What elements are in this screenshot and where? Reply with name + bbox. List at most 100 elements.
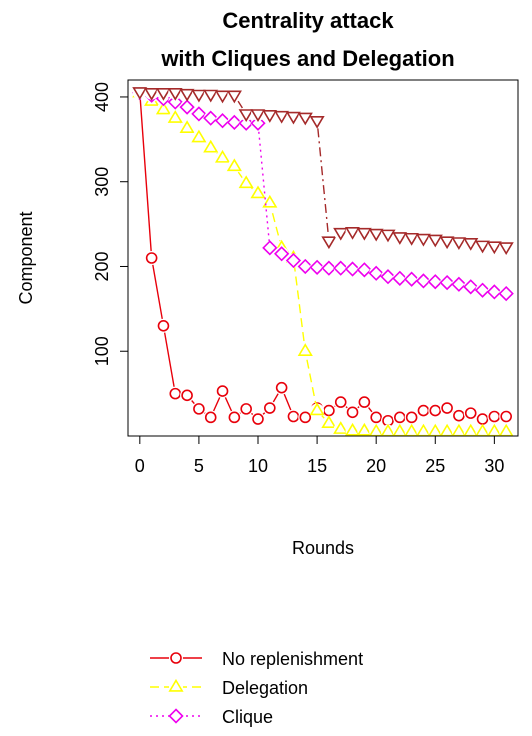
marker-mask <box>499 286 514 301</box>
marker-mask <box>227 88 242 103</box>
legend-label: Delegation <box>222 678 308 698</box>
data-point <box>500 410 512 423</box>
legend-marker <box>168 708 184 724</box>
x-tick-label: 10 <box>248 456 268 476</box>
data-point <box>344 227 361 240</box>
marker-mask <box>451 277 466 292</box>
marker-mask <box>333 422 348 437</box>
data-point <box>427 274 443 290</box>
data-point <box>429 404 442 417</box>
data-point <box>285 252 302 269</box>
legend-marker <box>168 678 184 692</box>
data-point <box>344 261 361 277</box>
data-point <box>226 114 242 131</box>
data-point <box>405 411 418 424</box>
marker-mask <box>203 140 218 155</box>
data-point <box>370 411 382 424</box>
legend: No replenishmentDelegationCliqueClique +… <box>150 649 363 727</box>
data-point <box>498 285 514 302</box>
series-line <box>139 92 507 433</box>
data-point <box>486 284 502 300</box>
data-point <box>344 422 361 436</box>
marker-mask <box>357 262 372 277</box>
y-tick-label: 200 <box>92 251 112 281</box>
data-point <box>216 385 229 397</box>
data-point <box>179 88 195 102</box>
data-point <box>368 265 384 281</box>
data-point <box>356 227 372 241</box>
data-point <box>368 228 384 242</box>
x-tick-label: 15 <box>307 456 327 476</box>
marker-mask <box>440 275 455 290</box>
data-point <box>297 343 313 356</box>
marker-mask <box>487 284 502 299</box>
x-axis-label: Rounds <box>292 538 354 558</box>
data-point <box>404 232 420 246</box>
chart-title-line-2: with Cliques and Delegation <box>160 46 454 71</box>
data-point <box>250 115 266 131</box>
marker-mask <box>404 272 419 287</box>
marker-mask <box>215 113 230 128</box>
data-point <box>238 115 254 131</box>
marker-mask <box>463 279 478 294</box>
data-point <box>214 113 231 129</box>
data-point <box>179 99 195 115</box>
series-3 <box>132 85 514 302</box>
data-point <box>238 175 254 189</box>
data-point <box>252 413 264 425</box>
x-tick-label: 25 <box>425 456 445 476</box>
data-point <box>309 115 325 129</box>
data-point <box>380 229 396 243</box>
marker-mask <box>310 403 325 418</box>
data-point <box>463 238 479 251</box>
marker-mask <box>298 110 313 125</box>
data-point <box>238 109 254 122</box>
data-point <box>204 411 217 424</box>
data-point <box>498 242 514 256</box>
marker-mask <box>321 234 336 249</box>
x-axis: 0 5 10 15 20 25 30 <box>135 435 504 476</box>
x-tick-label: 30 <box>484 456 504 476</box>
legend-marker-mask <box>169 680 183 694</box>
data-point <box>262 194 278 208</box>
data-point <box>309 402 325 416</box>
data-point <box>169 387 182 400</box>
data-point <box>203 89 219 103</box>
data-point <box>157 320 170 332</box>
data-point <box>167 88 183 101</box>
data-point <box>228 411 241 424</box>
data-point <box>356 262 372 278</box>
data-point <box>486 241 502 255</box>
data-point <box>274 246 290 262</box>
marker-mask <box>499 239 514 254</box>
data-point <box>451 276 467 292</box>
legend-marker-mask <box>169 709 183 723</box>
y-axis-label: Component <box>16 211 36 304</box>
data-point <box>181 389 193 402</box>
data-point <box>427 234 443 248</box>
data-point <box>226 90 242 104</box>
marker-mask <box>168 111 183 126</box>
data-point <box>132 87 148 100</box>
data-point <box>179 120 195 134</box>
data-point <box>356 422 372 436</box>
series-4 <box>132 84 514 256</box>
marker-mask <box>180 100 195 115</box>
data-point <box>346 406 359 419</box>
data-point <box>264 402 276 414</box>
marker-mask <box>227 159 242 174</box>
data-point <box>415 233 432 247</box>
data-point <box>392 232 408 245</box>
x-tick-label: 0 <box>135 456 145 476</box>
legend-item: Clique <box>150 707 273 727</box>
data-point <box>262 240 278 256</box>
y-tick-label: 100 <box>92 336 112 366</box>
marker-mask <box>203 111 218 126</box>
data-point <box>155 88 172 101</box>
x-tick-label: 5 <box>194 456 204 476</box>
data-point <box>451 237 467 250</box>
data-point <box>392 270 408 286</box>
data-point <box>250 185 266 199</box>
chart-title-line-1: Centrality attack <box>222 8 394 33</box>
